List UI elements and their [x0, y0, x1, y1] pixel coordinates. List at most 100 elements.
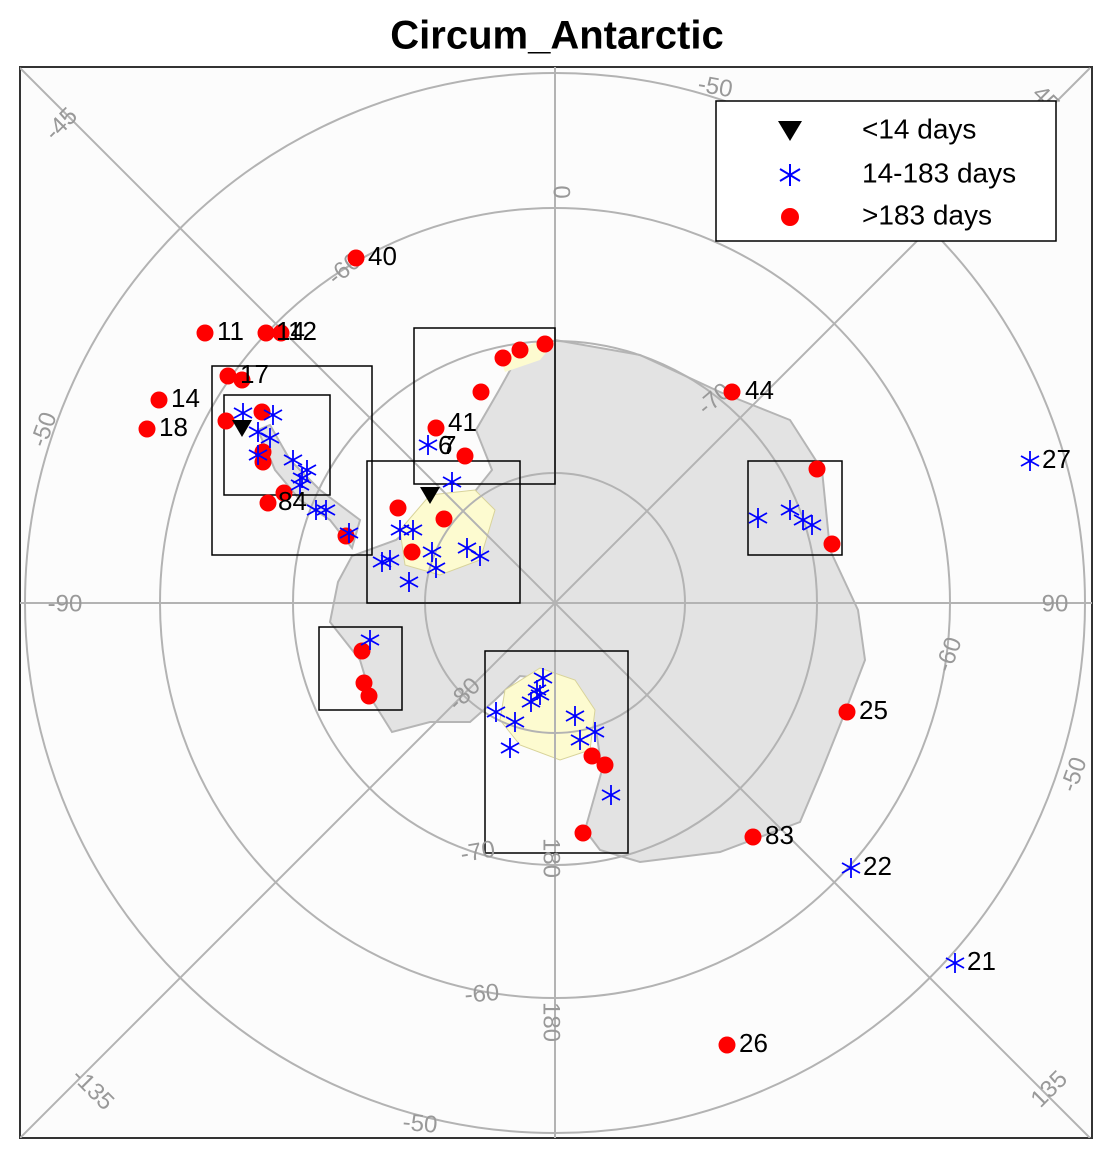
- asterisk-stroke: [1020, 455, 1040, 467]
- station-long: [355, 674, 373, 692]
- asterisk-stroke: [601, 789, 621, 801]
- asterisk-stroke: [748, 512, 768, 524]
- asterisk-stroke: [283, 454, 303, 466]
- station-long: [536, 335, 554, 353]
- station-long: [723, 383, 741, 401]
- station-mid: [442, 472, 462, 492]
- station-mid: [263, 405, 283, 425]
- asterisk-stroke: [802, 519, 822, 531]
- graticule: [20, 67, 1092, 1138]
- station-label: 83: [765, 820, 794, 850]
- station-long: [138, 420, 156, 438]
- asterisk-stroke: [470, 550, 490, 562]
- asterisk-stroke: [263, 409, 283, 421]
- asterisk-stroke: [290, 479, 310, 491]
- station-mid: [292, 468, 312, 488]
- grid-label: -60: [463, 979, 500, 1009]
- asterisk-stroke: [297, 464, 317, 476]
- station-long: [744, 828, 762, 846]
- station-long: [823, 535, 841, 553]
- station-long: [253, 403, 271, 421]
- station-mid: [306, 500, 326, 520]
- station-label: 27: [1042, 444, 1071, 474]
- station-mid: [360, 630, 380, 650]
- station-long: [337, 527, 355, 545]
- station-label: 14: [276, 316, 305, 346]
- station-mid: [565, 706, 585, 726]
- station-label: 40: [368, 241, 397, 271]
- station-mid: [283, 450, 303, 470]
- asterisk-stroke: [945, 957, 965, 969]
- asterisk-stroke: [500, 742, 520, 754]
- station-label: 6: [438, 430, 452, 460]
- station-long: [272, 324, 290, 342]
- station-mid: [403, 520, 423, 540]
- region-boxes: [211, 327, 843, 854]
- grid-label: 180: [538, 1002, 565, 1042]
- station-short: [420, 487, 440, 504]
- station-mid: [500, 738, 520, 758]
- station-long: [583, 747, 601, 765]
- station-mid: [426, 558, 446, 578]
- station-long: [838, 703, 856, 721]
- asterisk-stroke: [292, 472, 312, 484]
- station-label: 44: [745, 375, 774, 405]
- asterisk-stroke: [233, 407, 253, 419]
- station-mid: [530, 685, 550, 705]
- asterisk-stroke: [426, 562, 446, 574]
- asterisk-stroke: [248, 426, 268, 438]
- station-mid: [521, 692, 541, 712]
- asterisk-stroke: [457, 542, 477, 554]
- asterisk-stroke: [505, 716, 525, 728]
- station-long: [257, 324, 275, 342]
- station-long: [219, 367, 237, 385]
- asterisk-stroke: [841, 862, 861, 874]
- legend-triangle: [778, 121, 802, 141]
- asterisk-stroke: [339, 527, 359, 539]
- station-label: 21: [967, 946, 996, 976]
- grid-label: 90: [1042, 590, 1069, 617]
- station-mid: [841, 858, 861, 878]
- station-long: [347, 249, 365, 267]
- station-short: [232, 420, 252, 437]
- station-mid: [802, 515, 822, 535]
- asterisk-stroke: [418, 439, 438, 451]
- station-mid: [945, 953, 965, 973]
- legend-label: <14 days: [862, 113, 976, 144]
- station-mid: [297, 460, 317, 480]
- asterisk-stroke: [780, 504, 800, 516]
- asterisk-stroke: [565, 710, 585, 722]
- station-label: 22: [863, 851, 892, 881]
- station-mid: [1020, 451, 1040, 471]
- station-long: [808, 460, 826, 478]
- legend-label: >183 days: [862, 199, 992, 230]
- station-long: [360, 687, 378, 705]
- station-long: [435, 510, 453, 528]
- station-long: [233, 371, 251, 389]
- station-mid: [418, 435, 438, 455]
- station-mid: [748, 508, 768, 528]
- station-label: 7: [442, 430, 456, 460]
- station-long: [718, 1036, 736, 1054]
- station-mid: [260, 428, 280, 448]
- station-mid: [601, 785, 621, 805]
- station-long: [353, 642, 371, 660]
- station-long: [150, 391, 168, 409]
- station-mid: [316, 500, 336, 520]
- asterisk-stroke: [442, 476, 462, 488]
- legend: [715, 100, 1057, 242]
- asterisk-stroke: [521, 696, 541, 708]
- station-mid: [248, 445, 268, 465]
- station-label: 14: [171, 383, 200, 413]
- station-mid: [422, 542, 442, 562]
- asterisk-stroke: [585, 726, 605, 738]
- asterisk-stroke: [360, 634, 380, 646]
- grid-label: 0: [548, 185, 575, 198]
- grid-label: 180: [538, 838, 565, 878]
- station-label: 18: [159, 412, 188, 442]
- station-long: [403, 543, 421, 561]
- station-label: 11: [217, 316, 244, 346]
- asterisk-stroke: [316, 504, 336, 516]
- station-long: [196, 324, 214, 342]
- legend-label: 14-183 days: [862, 157, 1016, 188]
